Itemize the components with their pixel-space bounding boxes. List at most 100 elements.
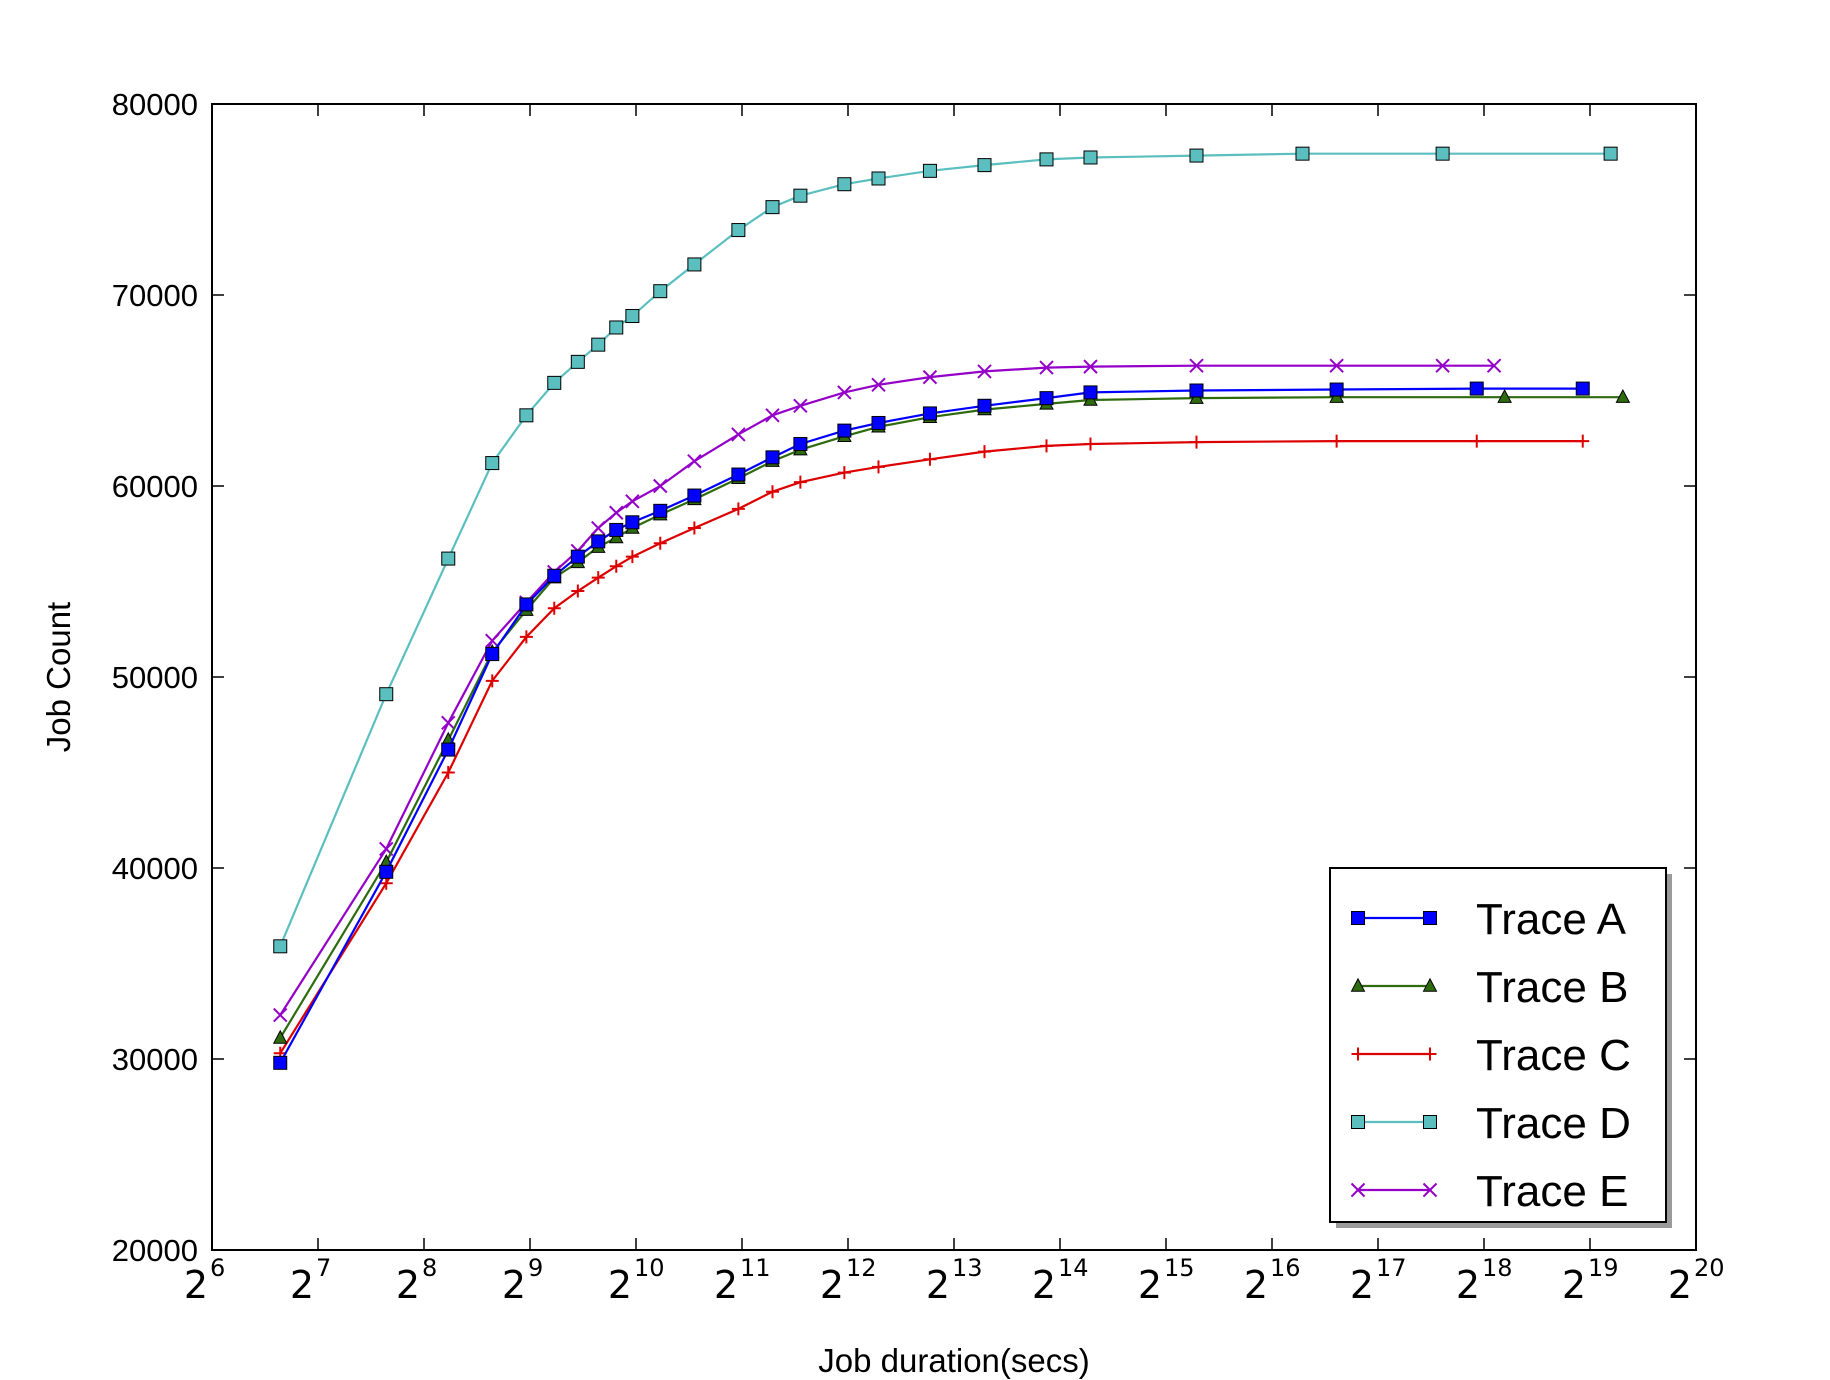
legend-marker xyxy=(1423,1115,1437,1129)
data-point-trace-c xyxy=(1576,434,1590,448)
data-point-trace-e xyxy=(1039,360,1054,375)
y-tick-label: 20000 xyxy=(112,1233,198,1268)
data-point-trace-a xyxy=(653,503,668,518)
data-point-trace-e xyxy=(765,408,780,423)
data-point-trace-a xyxy=(609,522,624,537)
data-point-trace-d xyxy=(922,163,937,178)
legend-marker xyxy=(1350,977,1366,992)
data-point-trace-a xyxy=(687,488,702,503)
x-tick-base: 2 xyxy=(1562,1263,1586,1307)
y-tick-label: 60000 xyxy=(112,469,198,504)
legend-marker xyxy=(1422,1182,1438,1198)
x-tick-label: 2 15 xyxy=(1138,1254,1195,1307)
data-point-trace-a xyxy=(441,742,456,757)
data-point-trace-d xyxy=(379,687,394,702)
data-point-trace-c xyxy=(441,766,455,779)
data-point-trace-d xyxy=(485,456,500,471)
legend-label: Trace A xyxy=(1476,895,1627,944)
data-point-trace-d xyxy=(1603,146,1618,161)
legend-label: Trace C xyxy=(1476,1031,1631,1080)
data-point-trace-e xyxy=(687,453,702,469)
x-tick-exponent: 8 xyxy=(422,1254,437,1282)
x-tick-base: 2 xyxy=(820,1263,844,1307)
legend-label: Trace E xyxy=(1476,1167,1628,1216)
legend-marker xyxy=(1351,911,1365,925)
data-point-trace-e xyxy=(1329,358,1344,373)
data-point-trace-e xyxy=(441,715,456,731)
data-point-trace-d xyxy=(519,408,534,423)
data-point-trace-d xyxy=(625,309,640,324)
data-point-trace-d xyxy=(765,200,780,215)
data-point-trace-d xyxy=(837,177,852,192)
data-point-trace-a xyxy=(793,436,808,451)
data-point-trace-d xyxy=(547,375,562,390)
data-point-trace-e xyxy=(1486,358,1502,373)
data-point-trace-d xyxy=(793,188,808,203)
legend-marker xyxy=(1423,1047,1437,1061)
data-point-trace-a xyxy=(1083,385,1098,400)
x-tick-exponent: 20 xyxy=(1694,1254,1725,1282)
x-tick-exponent: 11 xyxy=(740,1254,771,1282)
x-tick-base: 2 xyxy=(1456,1263,1480,1307)
data-point-trace-e xyxy=(591,520,606,536)
x-tick-label: 2 18 xyxy=(1456,1254,1513,1307)
data-point-trace-c xyxy=(923,452,937,466)
data-point-trace-c xyxy=(653,536,667,550)
data-point-trace-a xyxy=(1329,382,1344,397)
data-point-trace-a xyxy=(485,647,500,662)
data-point-trace-c xyxy=(1084,437,1097,451)
data-point-trace-a xyxy=(922,406,937,421)
legend-label: Trace B xyxy=(1476,963,1628,1012)
data-point-trace-c xyxy=(793,475,807,489)
x-tick-label: 2 13 xyxy=(926,1254,983,1307)
data-point-trace-a xyxy=(570,549,585,564)
data-point-trace-c xyxy=(591,571,605,585)
data-point-trace-a xyxy=(625,515,640,530)
legend-entry-trace-d: Trace D xyxy=(1351,1099,1631,1148)
data-point-trace-a xyxy=(1469,381,1484,396)
data-point-trace-c xyxy=(977,445,991,459)
legend-entry-trace-a: Trace A xyxy=(1351,895,1627,944)
data-point-trace-d xyxy=(1039,152,1054,167)
data-point-trace-d xyxy=(1083,150,1098,165)
data-point-trace-a xyxy=(765,450,780,465)
x-tick-base: 2 xyxy=(1668,1263,1692,1307)
x-tick-base: 2 xyxy=(714,1263,738,1307)
legend-marker xyxy=(1351,1115,1365,1129)
data-point-trace-a xyxy=(1189,383,1204,398)
data-point-trace-d xyxy=(441,551,456,566)
data-point-trace-b xyxy=(1615,388,1631,403)
x-tick-base: 2 xyxy=(926,1263,950,1307)
data-point-trace-d xyxy=(1295,146,1310,161)
x-tick-base: 2 xyxy=(1350,1263,1374,1307)
data-point-trace-e xyxy=(1083,359,1098,374)
data-point-trace-e xyxy=(1189,358,1204,373)
y-tick-label: 50000 xyxy=(112,660,198,695)
data-point-trace-d xyxy=(1189,148,1204,163)
x-tick-base: 2 xyxy=(1032,1263,1056,1307)
data-point-trace-c xyxy=(765,485,779,499)
legend-label: Trace D xyxy=(1476,1099,1631,1148)
data-point-trace-e xyxy=(485,633,500,648)
y-axis-label: Job Count xyxy=(40,602,77,752)
legend-marker xyxy=(1423,911,1437,925)
x-tick-base: 2 xyxy=(1138,1263,1162,1307)
data-point-trace-e xyxy=(273,1007,288,1023)
data-point-trace-c xyxy=(1190,435,1203,449)
y-tick-label: 30000 xyxy=(112,1042,198,1077)
x-tick-label: 2 12 xyxy=(820,1254,877,1307)
data-point-trace-d xyxy=(871,171,886,186)
legend: Trace A Trace B Trace C Trace D Trace E xyxy=(1329,867,1672,1228)
data-point-trace-e xyxy=(609,505,624,520)
x-tick-base: 2 xyxy=(608,1263,632,1307)
x-tick-label: 2 17 xyxy=(1350,1254,1407,1307)
data-point-trace-d xyxy=(273,939,288,954)
data-point-trace-e xyxy=(653,478,668,494)
data-point-trace-e xyxy=(793,398,808,413)
data-point-trace-c xyxy=(871,460,885,474)
x-tick-exponent: 14 xyxy=(1058,1254,1089,1282)
data-point-trace-b xyxy=(1497,388,1512,403)
